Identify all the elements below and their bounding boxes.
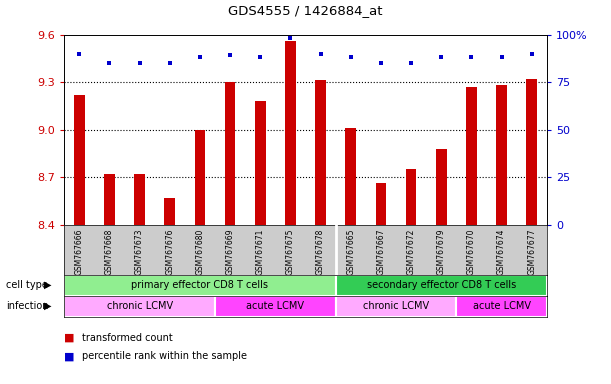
Text: GSM767667: GSM767667 xyxy=(376,228,386,275)
Point xyxy=(75,51,84,57)
Text: ■: ■ xyxy=(64,333,75,343)
Bar xyxy=(64,275,335,296)
Bar xyxy=(406,169,416,225)
Text: GSM767674: GSM767674 xyxy=(497,228,506,275)
Bar xyxy=(285,41,296,225)
Point xyxy=(436,54,446,60)
Point xyxy=(255,54,265,60)
Text: GSM767668: GSM767668 xyxy=(105,228,114,275)
Bar xyxy=(255,101,266,225)
Text: GSM767679: GSM767679 xyxy=(437,228,446,275)
Bar xyxy=(225,82,235,225)
Point xyxy=(134,60,144,66)
Text: GSM767680: GSM767680 xyxy=(196,228,205,275)
Bar xyxy=(315,81,326,225)
Point xyxy=(406,60,416,66)
Text: ▶: ▶ xyxy=(44,301,51,311)
Bar xyxy=(335,296,456,317)
Text: infection: infection xyxy=(6,301,49,311)
Text: GSM767673: GSM767673 xyxy=(135,228,144,275)
Point xyxy=(104,60,114,66)
Bar xyxy=(64,296,215,317)
Bar xyxy=(527,79,537,225)
Bar xyxy=(164,198,175,225)
Text: primary effector CD8 T cells: primary effector CD8 T cells xyxy=(131,280,268,290)
Bar xyxy=(376,184,386,225)
Text: ▶: ▶ xyxy=(44,280,51,290)
Text: GSM767678: GSM767678 xyxy=(316,228,325,275)
Text: GSM767671: GSM767671 xyxy=(256,228,265,275)
Point xyxy=(225,52,235,58)
Bar xyxy=(466,87,477,225)
Bar xyxy=(335,275,547,296)
Bar xyxy=(456,296,547,317)
Point xyxy=(467,54,477,60)
Text: GDS4555 / 1426884_at: GDS4555 / 1426884_at xyxy=(229,4,382,17)
Text: ■: ■ xyxy=(64,351,75,361)
Point xyxy=(527,51,536,57)
Text: GSM767666: GSM767666 xyxy=(75,228,84,275)
Bar xyxy=(345,128,356,225)
Bar xyxy=(195,129,205,225)
Text: acute LCMV: acute LCMV xyxy=(246,301,304,311)
Point xyxy=(316,51,326,57)
Text: GSM767672: GSM767672 xyxy=(406,228,415,275)
Text: GSM767669: GSM767669 xyxy=(225,228,235,275)
Bar xyxy=(496,85,507,225)
Point xyxy=(285,35,295,41)
Point xyxy=(346,54,356,60)
Text: GSM767676: GSM767676 xyxy=(165,228,174,275)
Bar xyxy=(134,174,145,225)
Point xyxy=(376,60,386,66)
Text: GSM767670: GSM767670 xyxy=(467,228,476,275)
Bar xyxy=(104,174,115,225)
Bar xyxy=(74,95,84,225)
Point xyxy=(165,60,175,66)
Point xyxy=(195,54,205,60)
Text: secondary effector CD8 T cells: secondary effector CD8 T cells xyxy=(367,280,516,290)
Point xyxy=(497,54,507,60)
Text: percentile rank within the sample: percentile rank within the sample xyxy=(82,351,247,361)
Text: chronic LCMV: chronic LCMV xyxy=(106,301,173,311)
Text: GSM767675: GSM767675 xyxy=(286,228,295,275)
Text: GSM767677: GSM767677 xyxy=(527,228,536,275)
Text: chronic LCMV: chronic LCMV xyxy=(363,301,429,311)
Bar xyxy=(215,296,335,317)
Text: transformed count: transformed count xyxy=(82,333,174,343)
Text: acute LCMV: acute LCMV xyxy=(472,301,530,311)
Text: GSM767665: GSM767665 xyxy=(346,228,355,275)
Text: cell type: cell type xyxy=(6,280,48,290)
Bar xyxy=(436,149,447,225)
